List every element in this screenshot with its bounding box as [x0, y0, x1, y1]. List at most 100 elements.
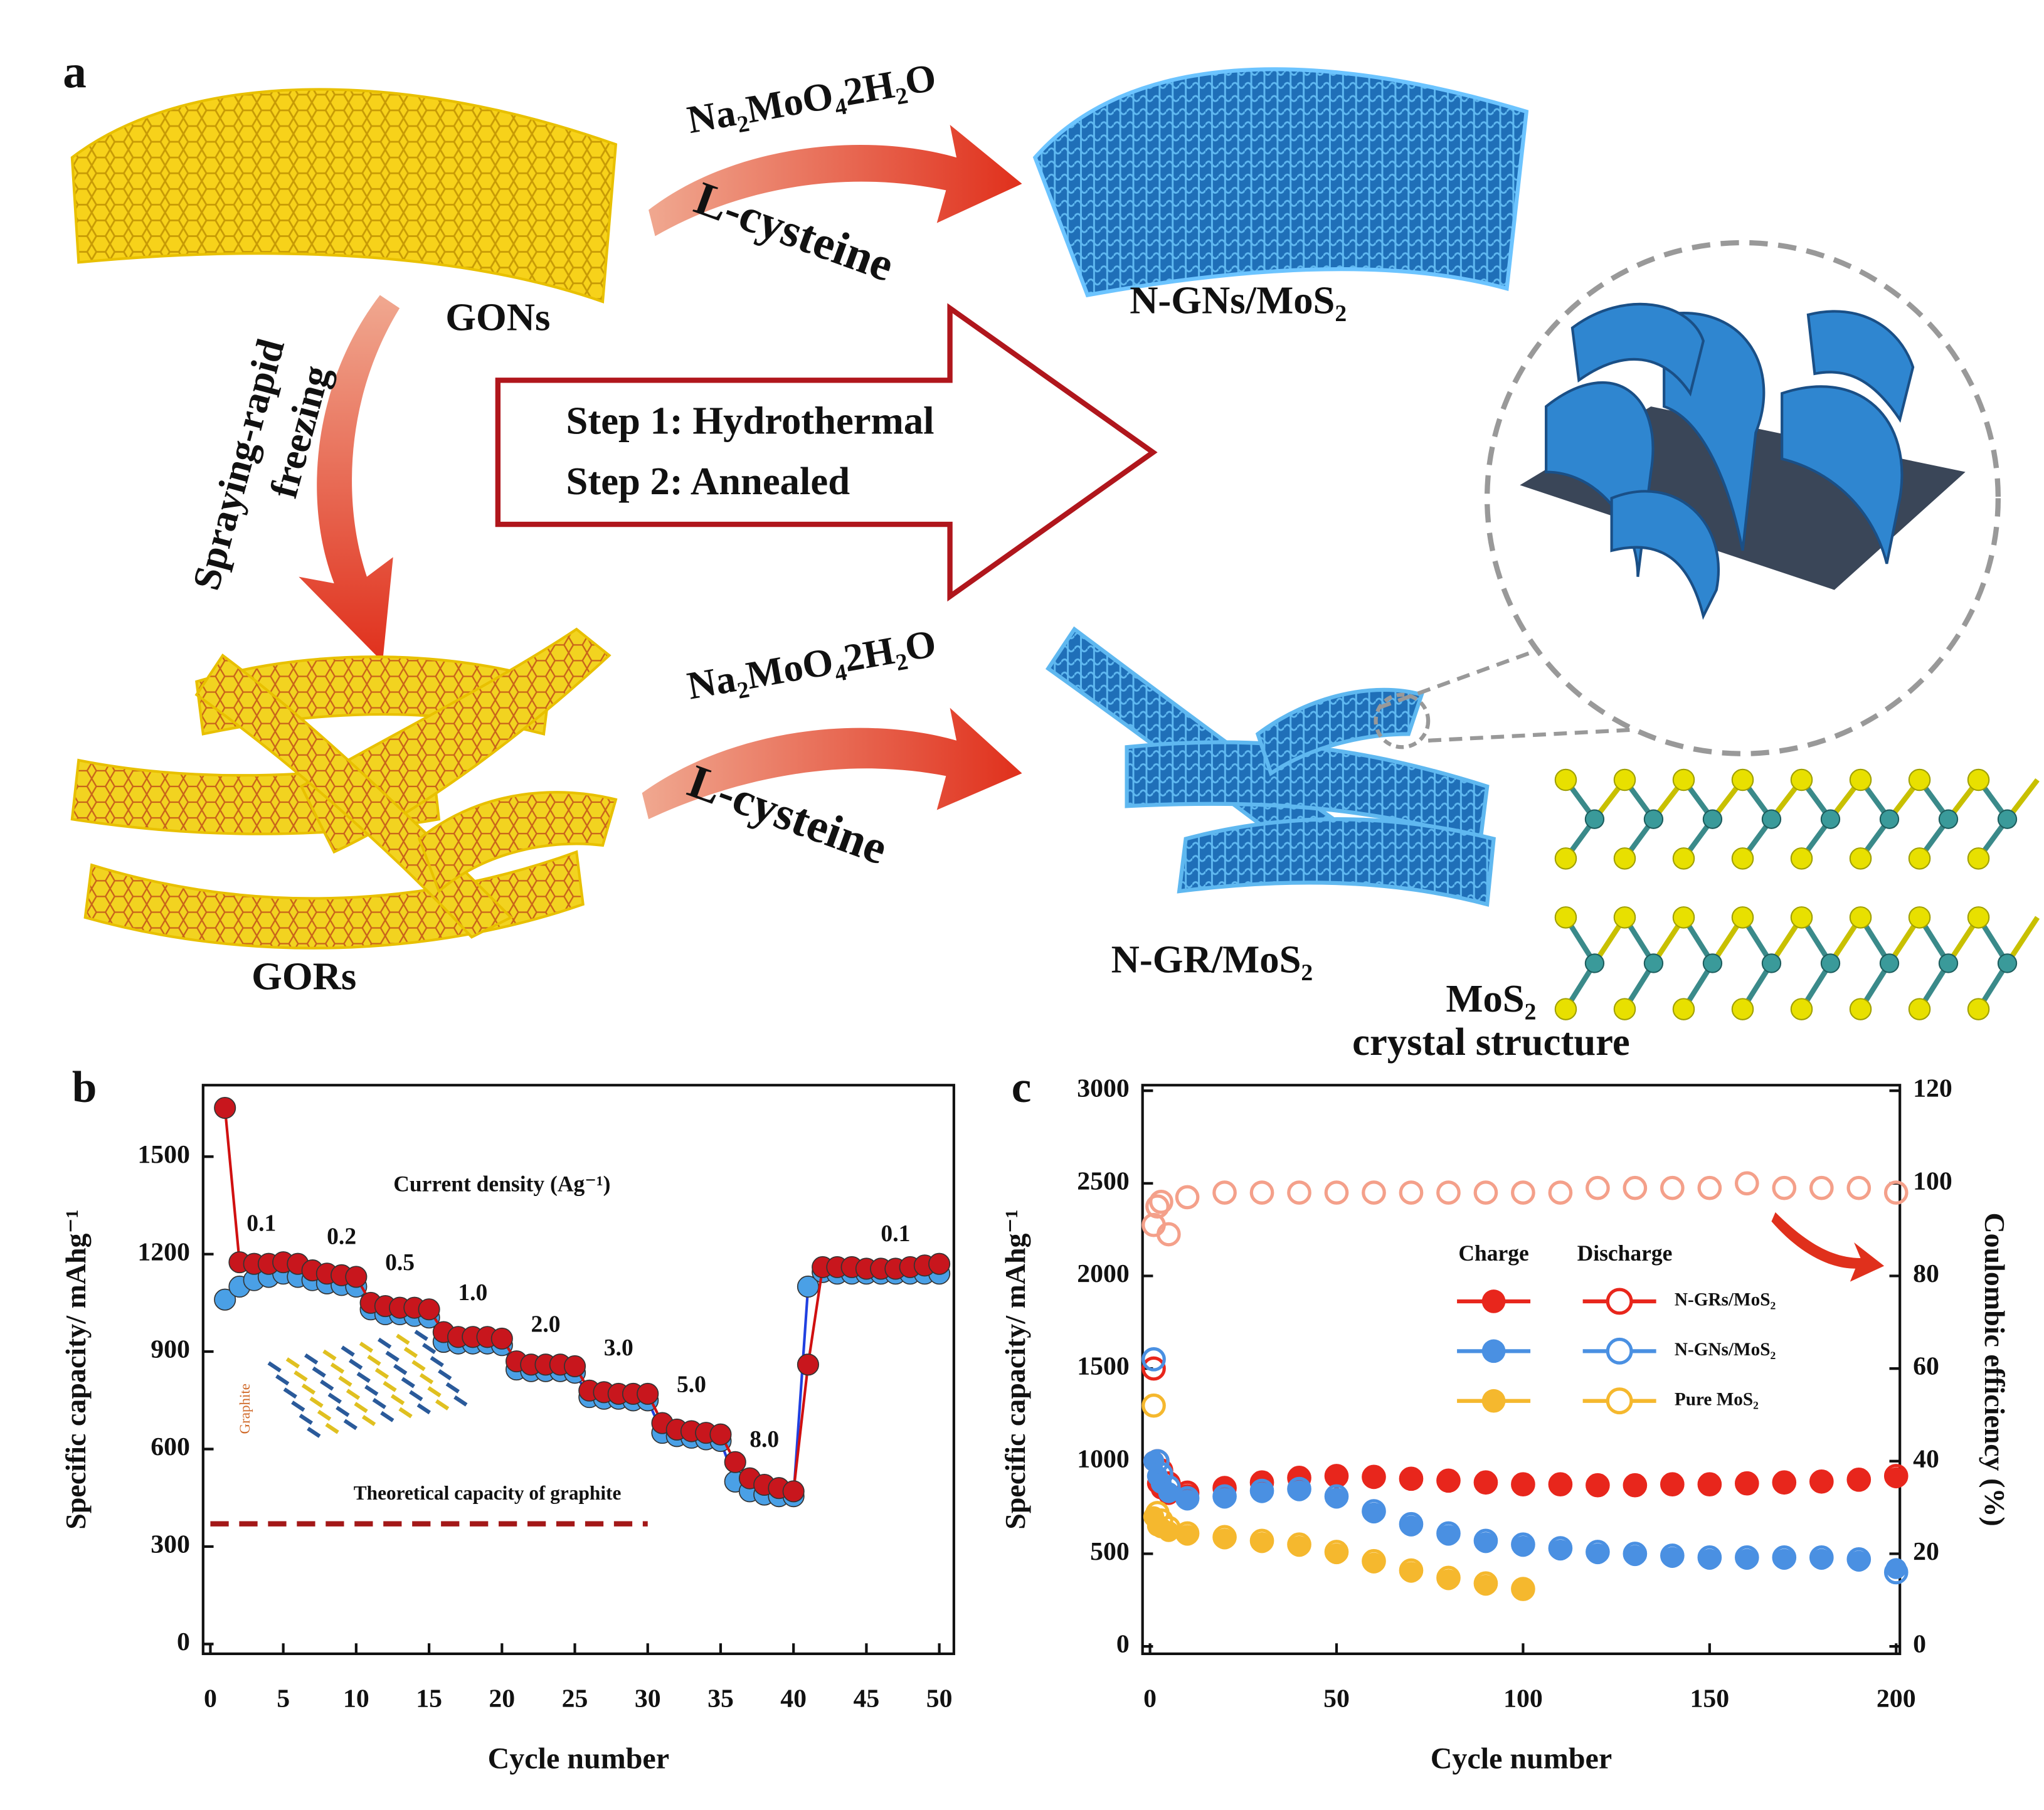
legend-label: N-GRs/MoS₂	[1675, 1290, 1776, 1310]
data-point	[709, 1423, 732, 1446]
graphite-bond	[364, 1385, 379, 1396]
graphite-bond	[349, 1358, 363, 1370]
zoom-spot	[1374, 692, 1431, 749]
discharge-point	[1362, 1499, 1386, 1523]
charge-point	[1699, 1474, 1720, 1496]
graphite-bond	[309, 1396, 324, 1408]
efficiency-point	[1249, 1180, 1274, 1205]
crystal-subtitle: crystal structure	[1352, 1020, 1630, 1064]
step-label: Step 2: Annealed	[566, 459, 850, 503]
charge-point	[1587, 1543, 1609, 1565]
discharge-point	[1734, 1545, 1759, 1570]
discharge-point	[1324, 1484, 1349, 1509]
sulfur-atom	[1908, 906, 1931, 929]
discharge-point	[1362, 1548, 1386, 1574]
graphite-bond	[422, 1343, 437, 1355]
graphite-bond	[435, 1399, 450, 1410]
y-tick-label: 3000	[1077, 1074, 1130, 1103]
y-axis-label: Specific capacity/ mAhg⁻¹	[999, 1209, 1031, 1529]
efficiency-point	[1734, 1171, 1759, 1196]
graphite-bond	[414, 1330, 428, 1342]
efficiency-point	[1623, 1175, 1648, 1200]
discharge-point	[1809, 1469, 1834, 1494]
graphite-bond	[401, 1377, 415, 1389]
charge-point	[1624, 1545, 1646, 1567]
legend-marker	[1606, 1387, 1633, 1415]
sulfur-atom	[1731, 847, 1754, 870]
charge-point	[1774, 1548, 1795, 1570]
annotation: Current density (Ag⁻¹)	[393, 1171, 610, 1196]
graphite-bond	[427, 1386, 442, 1397]
y-tick-label: 0	[1116, 1630, 1130, 1659]
discharge-point	[1149, 1462, 1173, 1486]
discharge-point	[1883, 1464, 1909, 1488]
graphite-bond	[338, 1375, 352, 1387]
graphite-bond	[330, 1362, 345, 1374]
mo-atom	[1938, 809, 1959, 829]
charge-point	[1811, 1548, 1832, 1570]
x-tick-label: 10	[343, 1685, 369, 1713]
material-label: N-GR/MoS₂	[1111, 937, 1313, 981]
inset-label: Graphite	[237, 1384, 253, 1434]
graphite-bond	[453, 1395, 468, 1407]
graphite-bond	[419, 1373, 434, 1385]
charge-point	[1177, 1490, 1198, 1511]
discharge-point	[1212, 1484, 1237, 1509]
zoom-line	[1377, 640, 1560, 710]
efficiency-point	[1511, 1180, 1535, 1205]
mo-atom	[1584, 809, 1605, 829]
discharge-point	[1149, 1508, 1173, 1533]
charge-point	[1512, 1474, 1534, 1496]
charge-point	[1550, 1474, 1571, 1496]
sulfur-atom	[1790, 998, 1813, 1020]
charge-point	[1401, 1562, 1422, 1583]
discharge-point	[1734, 1471, 1759, 1496]
charge-point	[1475, 1532, 1496, 1553]
efficiency-point	[1362, 1180, 1386, 1205]
y2-tick-label: 60	[1913, 1352, 1939, 1381]
crystal-structure	[1554, 768, 2040, 1020]
sulfur-atom	[1908, 847, 1931, 870]
charge-point	[1326, 1466, 1347, 1488]
x-tick-label: 30	[635, 1685, 661, 1713]
graphite-bond	[396, 1333, 410, 1345]
data-point	[418, 1298, 440, 1321]
charge-point	[1736, 1548, 1758, 1570]
panel-label: c	[1012, 1063, 1032, 1112]
additive: L-cysteine	[688, 172, 900, 292]
graphite-bond	[294, 1370, 308, 1382]
graphite-bond	[322, 1349, 337, 1361]
charge-point	[1251, 1482, 1273, 1503]
crystal-title: MoS₂	[1446, 976, 1536, 1020]
discharge-point	[1175, 1521, 1200, 1546]
charge-point	[1661, 1474, 1683, 1496]
sulfur-atom	[1967, 768, 1990, 791]
efficiency-point	[1772, 1175, 1797, 1200]
sulfur-atom	[1554, 998, 1577, 1020]
x-tick-label: 20	[489, 1685, 515, 1713]
rate-label: 3.0	[604, 1335, 633, 1361]
gors-ribbons	[70, 627, 618, 950]
graphite-bond	[283, 1387, 297, 1399]
graphite-bond	[325, 1422, 339, 1434]
sulfur-atom	[1554, 768, 1577, 791]
discharge-point	[1623, 1542, 1648, 1566]
series-line	[223, 1108, 940, 1493]
legend-marker	[1606, 1288, 1633, 1315]
legend-marker	[1481, 1389, 1506, 1413]
rate-label: 0.1	[881, 1220, 910, 1247]
sulfur-atom	[1554, 906, 1577, 929]
x-axis-label: Cycle number	[1431, 1742, 1612, 1775]
y2-tick-label: 40	[1913, 1444, 1939, 1473]
discharge-point	[1175, 1486, 1200, 1511]
discharge-point	[1436, 1521, 1461, 1546]
discharge-point	[1362, 1464, 1386, 1490]
data-point	[563, 1355, 586, 1377]
charge-point	[1326, 1543, 1347, 1565]
discharge-point	[1436, 1468, 1461, 1493]
sulfur-atom	[1672, 998, 1695, 1020]
y-tick-label: 1000	[1077, 1444, 1130, 1473]
panel-b: 0 5 10 15 20 25 30 35 40 45 50 0 300 600 900 1200 1500 Cy…	[60, 1063, 955, 1775]
data-point	[724, 1451, 746, 1473]
data-point	[214, 1288, 236, 1311]
